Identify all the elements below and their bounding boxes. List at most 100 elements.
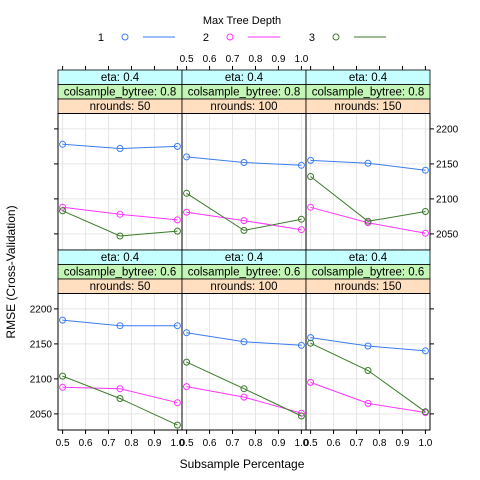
legend-marker-3 [332, 33, 340, 41]
data-point-3 [364, 367, 372, 374]
data-point-2 [364, 399, 372, 407]
data-point-1 [421, 347, 429, 355]
x-tick-label: 1.0 [418, 438, 432, 449]
data-point-1 [297, 341, 305, 349]
series-line-2 [186, 211, 302, 231]
strip-label: colsample_bytree: 0.8 [312, 87, 425, 99]
series-line-3 [310, 176, 426, 222]
data-point-1 [240, 338, 248, 346]
data-point-3 [364, 217, 372, 225]
strip-label: eta: 0.4 [225, 252, 264, 264]
series-line-1 [310, 337, 426, 352]
legend-marker-1 [121, 33, 129, 41]
x-tick-label: 0.6 [327, 438, 341, 449]
series-line-2 [62, 206, 178, 221]
data-point-3 [421, 408, 429, 416]
strip-label: colsample_bytree: 0.6 [312, 267, 425, 279]
data-point-1 [183, 329, 191, 337]
data-point-3 [173, 227, 181, 235]
strip-label: eta: 0.4 [101, 252, 140, 264]
x-tick-label: 0.5 [56, 438, 70, 449]
data-point-2 [297, 409, 305, 417]
panel-3: eta: 0.4 colsample_bytree: 0.8 nrounds: 15… [305, 69, 431, 251]
x-tick-label-top: 0.8 [249, 54, 263, 65]
x-tick-label-top: 1.0 [294, 54, 308, 65]
x-tick-label: 1.0 [294, 438, 308, 449]
data-point-3 [307, 173, 315, 180]
x-tick-label-top: 0.7 [226, 54, 240, 65]
data-point-2 [183, 383, 191, 391]
x-tick-label: 1.0 [170, 438, 184, 449]
data-point-3 [183, 358, 191, 366]
series-line-3 [310, 342, 426, 413]
data-point-1 [173, 322, 181, 330]
y-tick-label: 2150 [30, 339, 53, 350]
series-line-3 [186, 361, 302, 417]
data-point-2 [116, 385, 124, 393]
series-line-1 [62, 319, 178, 327]
series-line-1 [310, 159, 426, 171]
legend-label-1: 1 [98, 32, 104, 44]
series-line-3 [62, 375, 178, 426]
series-line-2 [186, 386, 302, 414]
data-point-2 [173, 399, 181, 407]
data-point-2 [183, 208, 191, 216]
data-point-2 [240, 217, 248, 225]
series-line-3 [62, 210, 178, 237]
data-point-2 [59, 383, 67, 391]
y-tick-label: 2050 [30, 409, 53, 420]
data-point-3 [173, 421, 181, 429]
strip-label: colsample_bytree: 0.6 [188, 267, 301, 279]
y-tick-label-right: 2200 [436, 124, 459, 135]
data-point-3 [116, 232, 124, 240]
strip-label: nrounds: 50 [90, 101, 151, 113]
panel-4: eta: 0.4 colsample_bytree: 0.6 nrounds: 50 [57, 249, 183, 431]
y-tick-label: 2200 [30, 304, 53, 315]
legend-marker-2 [226, 33, 234, 41]
data-point-3 [240, 385, 248, 393]
series-line-1 [186, 332, 302, 346]
data-point-3 [421, 208, 429, 215]
x-tick-label: 0.7 [226, 438, 240, 449]
panel-border [57, 113, 183, 251]
legend: Max Tree Depth 1 2 3 [98, 15, 386, 44]
data-point-2 [307, 203, 315, 211]
strip-label: nrounds: 50 [90, 281, 151, 293]
strip-label: eta: 0.4 [101, 72, 140, 84]
data-point-3 [116, 395, 124, 402]
data-point-2 [240, 393, 248, 401]
data-point-2 [421, 229, 429, 237]
strip-label: nrounds: 100 [210, 281, 277, 293]
x-tick-label: 0.7 [350, 438, 364, 449]
series-line-2 [310, 381, 426, 413]
data-point-3 [59, 372, 67, 380]
series-line-2 [310, 206, 426, 234]
x-tick-label-top: 0.5 [180, 54, 194, 65]
data-point-2 [59, 203, 67, 211]
y-tick-label: 2100 [30, 374, 53, 385]
data-point-2 [173, 216, 181, 224]
strip-label: eta: 0.4 [349, 72, 388, 84]
data-point-3 [59, 207, 67, 215]
x-tick-label: 0.9 [147, 438, 161, 449]
data-point-1 [173, 142, 181, 150]
x-tick-label: 0.8 [373, 438, 387, 449]
x-tick-label: 0.8 [249, 438, 263, 449]
x-tick-label: 0.8 [125, 438, 139, 449]
x-tick-label: 0.9 [395, 438, 409, 449]
panel-1: eta: 0.4 colsample_bytree: 0.8 nrounds: 50 [57, 69, 183, 251]
panel-border [181, 113, 307, 251]
strip-label: eta: 0.4 [349, 252, 388, 264]
legend-label-3: 3 [309, 32, 315, 44]
x-tick-label: 0.5 [304, 438, 318, 449]
x-tick-label: 0.6 [203, 438, 217, 449]
y-tick-label-right: 2150 [436, 159, 459, 170]
data-point-1 [240, 159, 248, 166]
data-point-2 [297, 226, 305, 234]
strip-label: colsample_bytree: 0.8 [188, 87, 301, 99]
data-point-1 [116, 322, 124, 330]
data-point-2 [116, 210, 124, 218]
x-tick-label: 0.7 [102, 438, 116, 449]
x-tick-label-top: 0.6 [203, 54, 217, 65]
